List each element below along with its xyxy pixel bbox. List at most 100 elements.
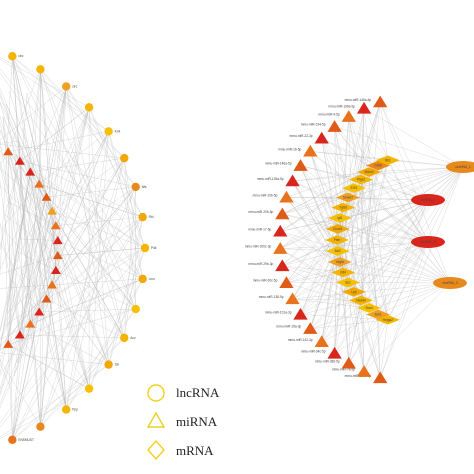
node-label: mmu-miR-194-5p xyxy=(301,123,326,127)
network-edge xyxy=(30,324,41,427)
network-edge xyxy=(12,337,125,440)
network-edge xyxy=(339,261,451,284)
network-edge xyxy=(0,278,143,351)
network-edge xyxy=(377,165,451,284)
network-edge xyxy=(300,179,362,315)
network-edge xyxy=(353,187,429,243)
network-edge xyxy=(363,282,451,372)
network-edge xyxy=(280,199,429,232)
network-edge xyxy=(368,166,464,309)
network-edge xyxy=(339,199,429,263)
network-edge xyxy=(321,138,338,229)
network-edge xyxy=(55,216,143,226)
network-edge xyxy=(280,231,362,301)
mirna-node xyxy=(293,159,308,171)
mirna-node xyxy=(25,319,36,328)
network-edge xyxy=(66,131,109,410)
mirna-node xyxy=(373,95,388,108)
network-edge xyxy=(343,207,429,243)
network-edge xyxy=(55,270,136,310)
mirna-node xyxy=(273,224,288,237)
network-edge xyxy=(280,231,340,263)
mirna-node xyxy=(314,131,329,144)
lncrna-node xyxy=(120,333,129,343)
mirna-node xyxy=(41,192,52,201)
network-edge xyxy=(8,344,90,389)
network-edge xyxy=(46,197,143,280)
network-edge xyxy=(55,216,143,271)
lncrna-node xyxy=(131,182,140,192)
network-edge xyxy=(336,239,451,284)
network-edge xyxy=(348,166,464,364)
network-edge xyxy=(1,183,40,229)
mirna-node xyxy=(293,307,308,320)
network-edge xyxy=(51,211,67,410)
network-edge xyxy=(17,251,56,271)
network-edge xyxy=(39,311,90,389)
network-edge xyxy=(14,264,47,299)
network-edge xyxy=(282,239,338,267)
lncrna-node xyxy=(62,405,71,414)
network-edge xyxy=(40,337,125,427)
node-label: Smad7 xyxy=(343,196,353,200)
network-edge xyxy=(12,69,41,440)
network-edge xyxy=(377,165,429,201)
network-edge xyxy=(51,210,125,338)
network-edge xyxy=(0,185,58,241)
network-edge xyxy=(0,255,58,405)
network-edge xyxy=(360,179,451,284)
network-edge xyxy=(30,278,143,325)
network-edge xyxy=(280,241,429,249)
lncrna-node xyxy=(104,360,113,369)
node-label: Zeb1 xyxy=(374,313,381,317)
legend: lncRNA miRNA mRNA xyxy=(146,384,220,461)
network-edge xyxy=(343,166,464,273)
mirna-node xyxy=(373,371,388,384)
network-edge xyxy=(19,107,90,162)
network-edge xyxy=(286,282,370,309)
network-edge xyxy=(321,166,464,342)
network-edge xyxy=(300,314,388,320)
network-edge xyxy=(282,199,429,267)
lncrna-node xyxy=(84,384,94,393)
network-edge xyxy=(334,126,379,315)
mrna-node xyxy=(335,277,360,288)
network-edge xyxy=(40,158,125,427)
network-edge xyxy=(343,116,349,208)
network-edge xyxy=(27,301,40,313)
network-edge xyxy=(0,168,53,212)
network-edge xyxy=(0,359,41,427)
network-edge xyxy=(0,101,57,226)
node-label: Ccnd1 xyxy=(333,227,342,231)
node-label: mmu-miR-10b-5p xyxy=(253,193,278,197)
network-edge xyxy=(0,284,53,289)
network-edge xyxy=(51,157,125,212)
network-edge xyxy=(368,172,381,378)
legend-item-mrna: mRNA xyxy=(147,439,214,461)
network-edge xyxy=(300,261,340,315)
network-edge xyxy=(88,107,109,365)
mirna-node xyxy=(52,235,63,245)
network-edge xyxy=(8,151,143,218)
network-edge xyxy=(5,103,53,212)
network-edge xyxy=(15,153,58,256)
node-label: Nedd4 xyxy=(356,298,366,302)
network-edge xyxy=(40,69,57,271)
node-label: mmu-miR-125a-5p xyxy=(257,177,284,181)
network-edge xyxy=(0,180,21,335)
network-edge xyxy=(39,308,136,313)
network-edge xyxy=(348,300,362,364)
network-edge xyxy=(12,56,125,159)
lncrna-node xyxy=(104,127,113,136)
network-edge xyxy=(108,247,146,365)
node-label: mmu-miR-7a-5p xyxy=(332,368,355,372)
network-edge xyxy=(8,90,40,185)
network-edge xyxy=(12,86,67,440)
mirna-node xyxy=(47,280,58,289)
network-edge xyxy=(334,272,344,354)
network-edge xyxy=(286,166,464,283)
mirna-node xyxy=(52,251,63,260)
network-edge xyxy=(0,190,30,331)
mirna-node xyxy=(47,206,58,215)
mirna-node xyxy=(34,179,45,188)
